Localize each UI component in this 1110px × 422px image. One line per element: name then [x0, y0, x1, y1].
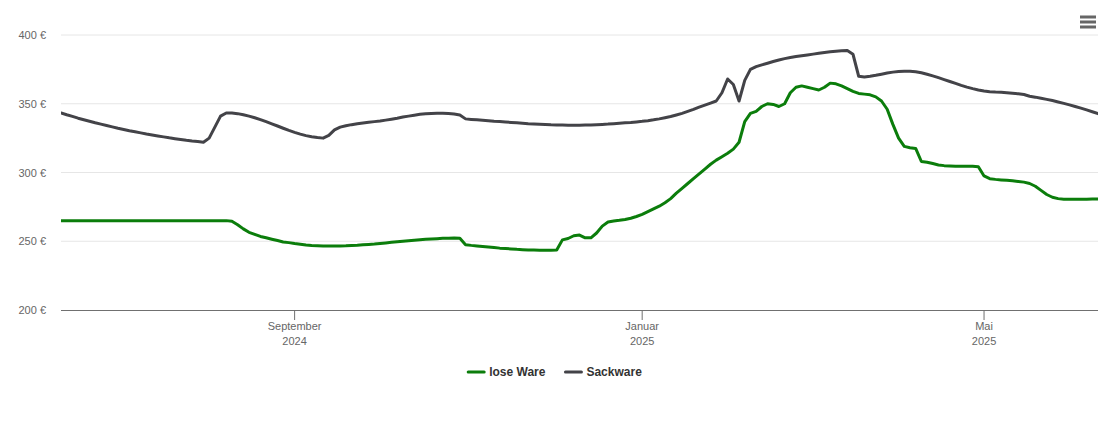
series-line [61, 83, 1098, 250]
menu-bar[interactable] [1080, 16, 1096, 19]
x-tick [642, 310, 643, 320]
menu-icon[interactable] [1080, 16, 1096, 29]
grid-line [61, 35, 1098, 36]
x-tick [984, 310, 985, 320]
legend-item[interactable]: lose Ware [468, 365, 546, 379]
x-tick-label: Mai2025 [972, 320, 996, 347]
grid-line [61, 172, 1098, 173]
x-tick [294, 310, 295, 320]
x-tick-label: September2024 [268, 320, 322, 347]
series-group [61, 51, 1098, 251]
menu-bar[interactable] [1080, 26, 1096, 29]
legend-swatch[interactable] [468, 371, 484, 374]
y-tick-label: 200 € [18, 304, 46, 316]
menu-bar[interactable] [1080, 21, 1096, 24]
legend-item[interactable]: Sackware [565, 365, 642, 379]
x-axis [61, 310, 1098, 311]
y-tick-label: 350 € [18, 98, 46, 110]
legend-swatch[interactable] [565, 371, 581, 374]
legend-label[interactable]: Sackware [586, 365, 642, 379]
grid-line [61, 103, 1098, 104]
chart: 200 € 250 € 300 € 350 € 400 € September2024 Ja… [0, 0, 1110, 422]
x-tick-label: Januar2025 [625, 320, 659, 347]
legend: lose Ware Sackware [468, 365, 642, 379]
series-line [61, 51, 1098, 143]
legend-label[interactable]: lose Ware [489, 365, 546, 379]
y-tick-label: 400 € [18, 29, 46, 41]
y-tick-label: 250 € [18, 235, 46, 247]
y-tick-label: 300 € [18, 167, 46, 179]
grid-line [61, 241, 1098, 242]
